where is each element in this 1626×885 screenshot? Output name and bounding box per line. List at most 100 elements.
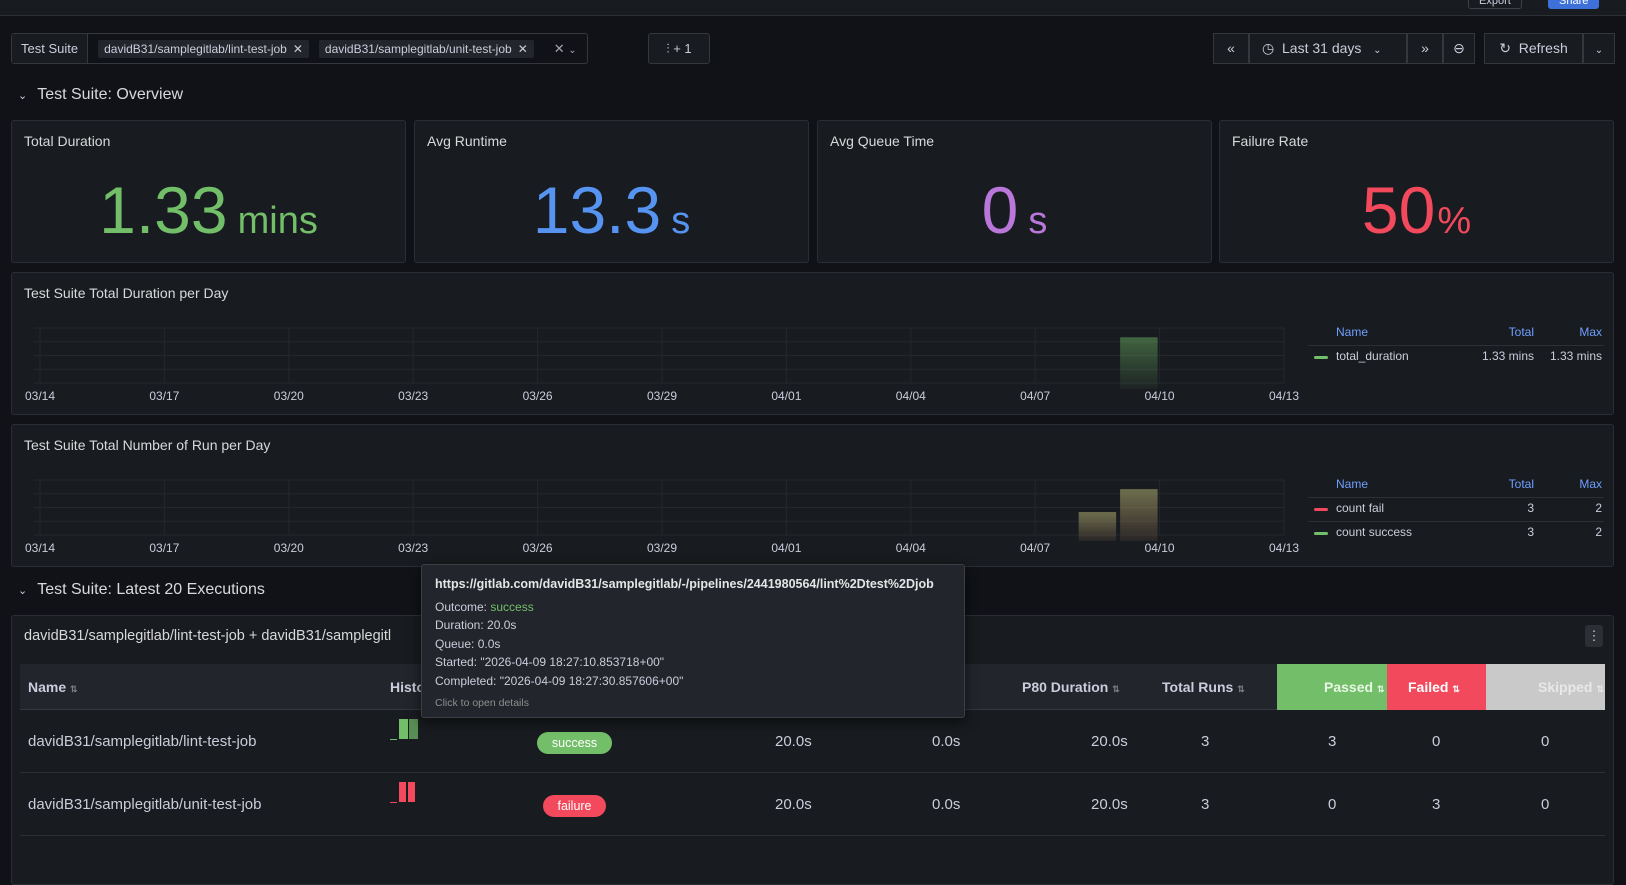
double-chevron-right-icon: » [1421, 40, 1429, 56]
row-overview[interactable]: ⌄ Test Suite: Overview [18, 86, 184, 103]
time-picker-button[interactable]: ◷ Last 31 days ⌄ [1249, 33, 1407, 64]
export-button[interactable]: Export [1468, 0, 1522, 9]
panel-title: Avg Runtime [427, 133, 507, 149]
chevron-down-icon: ⌄ [1594, 45, 1604, 56]
panel-title: Failure Rate [1232, 133, 1309, 149]
panel-title: Test Suite Total Duration per Day [24, 285, 229, 301]
col-header-p80[interactable]: P80 Duration ⇅ [1022, 679, 1120, 695]
table-row[interactable] [20, 773, 1605, 836]
refresh-interval-button[interactable]: ⌄ [1583, 33, 1615, 64]
variable-label: Test Suite [12, 34, 89, 63]
zoom-out-button[interactable]: ⊖ [1443, 33, 1475, 64]
cell-name: davidB31/samplegitlab/lint-test-job [28, 733, 257, 750]
bar-count-success[interactable] [1120, 489, 1158, 541]
x-tick-label: 03/26 [523, 389, 553, 403]
cell-queue: 0.0s [932, 796, 961, 813]
chevron-down-icon: ⌄ [1373, 45, 1382, 56]
panel-title: Total Duration [24, 133, 111, 149]
col-header-skipped[interactable]: Skipped ⇅ [1486, 664, 1605, 710]
x-tick-label: 03/20 [274, 389, 304, 403]
chart-panel-runs[interactable]: Test Suite Total Number of Run per Day 0… [11, 424, 1614, 567]
x-tick-label: 03/20 [274, 541, 304, 555]
cell-passed: 3 [1328, 733, 1337, 750]
legend-item[interactable]: count fail [1336, 501, 1385, 515]
sparkline-tooltip[interactable]: https://gitlab.com/davidB31/samplegitlab… [421, 564, 965, 718]
status-badge: failure [543, 795, 606, 817]
adhoc-filter-button[interactable]: ⫶ + 1 [648, 33, 710, 64]
variable-chip[interactable]: davidB31/samplegitlab/unit-test-job ✕ [318, 40, 534, 58]
stat-panel-avg-runtime[interactable]: Avg Runtime 13.3 s [414, 120, 809, 263]
chevron-down-icon[interactable]: ⌄ [568, 45, 577, 56]
panel-title: davidB31/samplegitlab/lint-test-job + da… [24, 628, 392, 644]
double-chevron-left-icon: « [1227, 40, 1235, 56]
refresh-button[interactable]: ↻ Refresh [1484, 33, 1583, 64]
clear-icon[interactable]: ✕ [553, 41, 565, 56]
x-tick-label: 04/13 [1269, 541, 1299, 555]
cell-name: davidB31/samplegitlab/unit-test-job [28, 796, 262, 813]
bar-total_duration[interactable] [1120, 337, 1158, 389]
chevron-down-icon: ⌄ [18, 585, 28, 597]
top-nav-bar: Export Share [0, 0, 1626, 16]
sort-icon: ⇅ [1376, 684, 1385, 694]
x-tick-label: 04/10 [1145, 389, 1175, 403]
cell-failed: 0 [1432, 733, 1441, 750]
variable-selector[interactable]: Test Suite davidB31/samplegitlab/lint-te… [11, 33, 588, 64]
bar-count-success[interactable] [1078, 512, 1117, 541]
x-tick-label: 04/04 [896, 389, 926, 403]
history-sparkline[interactable] [390, 782, 420, 804]
legend-swatch [1314, 356, 1328, 359]
x-tick-label: 04/01 [771, 541, 801, 555]
runs-chart[interactable]: 03/14 03/17 03/20 03/23 03/26 03/29 04/01 04/04… [12, 425, 1312, 568]
x-tick-label: 04/13 [1269, 389, 1299, 403]
x-tick-label: 03/17 [149, 541, 179, 555]
x-tick-label: 03/29 [647, 389, 677, 403]
cell-queue: 0.0s [932, 733, 961, 750]
x-tick-label: 03/17 [149, 389, 179, 403]
tooltip-url[interactable]: https://gitlab.com/davidB31/samplegitlab… [435, 577, 934, 591]
variable-chip[interactable]: davidB31/samplegitlab/lint-test-job ✕ [98, 40, 309, 58]
cell-runs: 3 [1201, 796, 1210, 813]
duration-chart[interactable]: 03/14 03/17 03/20 03/23 03/26 03/29 04/01 04/04… [12, 273, 1312, 416]
stat-panel-failure-rate[interactable]: Failure Rate 50% [1219, 120, 1614, 263]
legend-item[interactable]: count success [1336, 525, 1413, 539]
x-tick-label: 04/07 [1020, 541, 1050, 555]
x-tick-label: 03/14 [25, 541, 55, 555]
col-header-passed[interactable]: Passed ⇅ [1277, 664, 1387, 710]
stat-panel-total-duration[interactable]: Total Duration 1.33 mins [11, 120, 406, 263]
x-tick-label: 04/07 [1020, 389, 1050, 403]
cell-duration: 20.0s [775, 733, 812, 750]
col-header-total-runs[interactable]: Total Runs ⇅ [1162, 679, 1245, 695]
cell-failed: 3 [1432, 796, 1441, 813]
share-button[interactable]: Share [1548, 0, 1600, 9]
chevron-down-icon: ⌄ [18, 90, 28, 102]
cell-passed: 0 [1328, 796, 1337, 813]
cell-skipped: 0 [1541, 796, 1550, 813]
col-header-failed[interactable]: Failed ⇅ [1387, 664, 1486, 710]
close-icon[interactable]: ✕ [517, 42, 528, 56]
col-header-name[interactable]: Name ⇅ [28, 679, 78, 695]
cell-p80: 20.0s [1091, 796, 1128, 813]
close-icon[interactable]: ✕ [292, 42, 303, 56]
panel-menu-icon[interactable]: ⋮ [1585, 625, 1603, 647]
history-sparkline[interactable] [390, 719, 420, 741]
clock-icon: ◷ [1262, 40, 1275, 56]
refresh-icon: ↻ [1499, 40, 1511, 56]
panel-title: Avg Queue Time [830, 133, 935, 149]
x-tick-label: 04/04 [896, 541, 926, 555]
table-row[interactable] [20, 710, 1605, 773]
sort-icon: ⇅ [1237, 684, 1245, 694]
stat-value: 13.3 s [532, 173, 691, 247]
time-forward-button[interactable]: » [1407, 33, 1443, 64]
legend-swatch [1314, 508, 1328, 511]
x-tick-label: 04/10 [1145, 541, 1175, 555]
chart-panel-duration[interactable]: Test Suite Total Duration per Day 03/14 0… [11, 272, 1614, 415]
legend-item[interactable]: total_duration [1336, 349, 1409, 363]
time-back-button[interactable]: « [1213, 33, 1249, 64]
row-latest-executions[interactable]: ⌄ Test Suite: Latest 20 Executions [18, 581, 265, 598]
sort-icon: ⇅ [1112, 684, 1120, 694]
x-tick-label: 03/29 [647, 541, 677, 555]
sort-icon: ⇅ [1452, 684, 1460, 694]
col-header-history[interactable]: Histo [390, 679, 425, 695]
